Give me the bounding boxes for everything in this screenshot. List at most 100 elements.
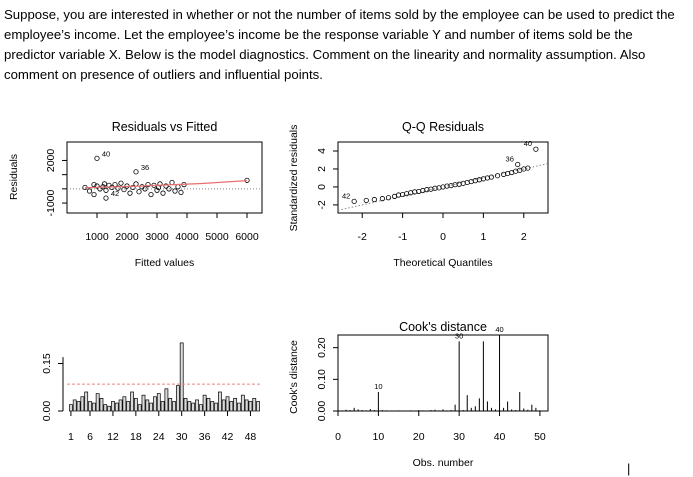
- x-axis-label: Obs. number: [413, 457, 474, 469]
- data-point: [118, 180, 124, 186]
- x-tick-label: 4000: [175, 231, 199, 243]
- bar: [145, 399, 150, 412]
- data-point: [160, 190, 166, 196]
- question-text: Suppose, you are interested in whether o…: [4, 7, 675, 82]
- x-tick-label: 42: [222, 431, 234, 443]
- smooth-line: [84, 180, 248, 189]
- bar: [118, 399, 123, 412]
- qq-residuals-panel: 40 36 42 -2 -1 0 1 2 -2 0 2 4 Q-Q Residuals Theoretic…: [288, 120, 549, 269]
- bar: [126, 401, 131, 412]
- data-point: [515, 161, 521, 168]
- y-tick-label: 0.10: [316, 369, 328, 390]
- bar: [114, 402, 119, 412]
- x-tick-label: 3000: [145, 231, 169, 243]
- y-tick-label: 0.20: [316, 337, 328, 358]
- x-tick-label: 5000: [205, 231, 229, 243]
- bar: [72, 399, 77, 412]
- bar: [107, 405, 111, 412]
- bar: [149, 402, 154, 412]
- x-tick-label: 30: [453, 431, 465, 443]
- text-caret: |: [627, 461, 631, 476]
- data-point: [163, 183, 169, 189]
- x-tick-label: 24: [153, 431, 165, 443]
- data-point: [166, 186, 172, 192]
- x-tick-label: 2: [521, 231, 527, 243]
- bar: [229, 401, 234, 412]
- data-point: [91, 191, 97, 198]
- point-label: 42: [111, 189, 119, 198]
- x-tick-label: 6000: [235, 231, 259, 243]
- bar: [183, 397, 188, 412]
- x-axis-label: Fitted values: [135, 257, 195, 269]
- chart-title: Residuals vs Fitted: [112, 120, 218, 134]
- x-tick-label: 0: [335, 431, 341, 443]
- data-point: [103, 195, 109, 201]
- reference-line: [337, 163, 549, 211]
- data-point: [94, 155, 100, 161]
- point-label: 36: [141, 163, 149, 172]
- bar: [172, 401, 176, 412]
- y-tick-label: 4: [316, 148, 328, 154]
- data-point: [94, 183, 100, 189]
- x-tick-label: 12: [107, 431, 119, 443]
- point-label: 10: [374, 382, 382, 391]
- data-point: [154, 187, 160, 193]
- plot-frame: [337, 141, 549, 214]
- data-point: [178, 189, 184, 196]
- bar: [99, 397, 104, 412]
- bar: [160, 401, 165, 412]
- data-point: [175, 184, 181, 190]
- data-point: [86, 188, 93, 194]
- bar: [187, 401, 192, 412]
- data-point: [136, 189, 142, 195]
- chart-title: Q-Q Residuals: [402, 120, 484, 134]
- y-tick-label: -2: [316, 200, 328, 209]
- bar: [191, 402, 196, 412]
- data-point: [379, 196, 386, 202]
- x-tick-label: 48: [245, 431, 257, 443]
- bar: [256, 401, 260, 412]
- x-tick-label: 1: [480, 231, 486, 243]
- bar: [175, 385, 180, 412]
- point-label: 36: [506, 154, 514, 163]
- data-point: [351, 198, 357, 204]
- y-tick-label: 0.00: [316, 401, 328, 422]
- data-point: [145, 182, 151, 188]
- bar: [130, 391, 134, 412]
- bar: [237, 402, 241, 412]
- data-point: [142, 186, 148, 192]
- bar: [248, 401, 253, 412]
- bar: [244, 399, 249, 412]
- bar: [122, 396, 127, 412]
- bar: [141, 394, 146, 412]
- point-label: 40: [524, 139, 532, 148]
- data-point: [101, 181, 108, 187]
- bar: [198, 404, 203, 412]
- data-point: [169, 179, 175, 186]
- data-point: [121, 186, 127, 193]
- bar: [240, 394, 245, 412]
- bar: [95, 393, 100, 412]
- x-tick-label: 36: [199, 431, 211, 443]
- x-tick-label: 0: [440, 231, 446, 243]
- bar: [69, 404, 73, 412]
- point-label: 42: [342, 191, 350, 200]
- bar: [133, 397, 138, 412]
- x-tick-label: 30: [176, 431, 188, 443]
- data-point: [130, 184, 136, 191]
- residuals-vs-fitted-panel: 40 36 42 1000 2000 3000 4000 5000 6000 -1000 2000 R…: [8, 120, 263, 269]
- plot-frame: [337, 334, 549, 412]
- x-tick-label: 1: [68, 431, 74, 443]
- bar: [88, 401, 92, 412]
- x-tick-label: 2000: [115, 231, 139, 243]
- data-point: [133, 181, 139, 187]
- bar: [221, 399, 226, 412]
- data-point: [371, 196, 377, 203]
- bar: [252, 397, 257, 412]
- bar: [210, 401, 215, 412]
- y-axis-label: Standardized residuals: [288, 125, 300, 232]
- bar: [137, 404, 142, 412]
- plot-frame: [66, 141, 263, 214]
- point-label: 40: [495, 325, 503, 334]
